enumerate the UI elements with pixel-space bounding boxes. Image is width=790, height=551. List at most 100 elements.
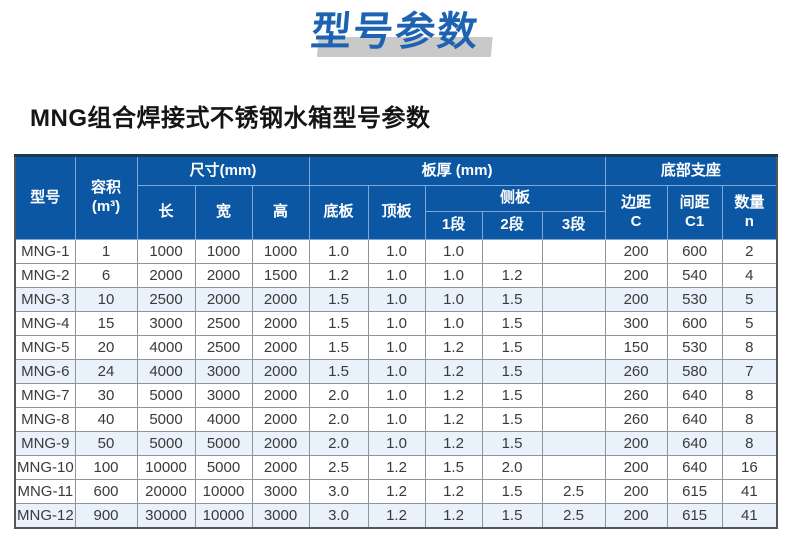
table-cell: 600: [74, 479, 138, 504]
table-cell: 640: [666, 383, 723, 408]
table-cell: 1.2: [481, 263, 543, 288]
table-cell: 1.2: [424, 431, 483, 456]
table-cell: [541, 407, 606, 432]
model-cell: MNG-4: [14, 311, 76, 336]
table-cell: 2.5: [308, 455, 369, 480]
table-cell: [541, 359, 606, 384]
table-cell: 1.5: [308, 287, 369, 312]
model-cell: MNG-8: [14, 407, 76, 432]
model-cell: MNG-9: [14, 431, 76, 456]
table-cell: 1000: [136, 239, 196, 264]
table-cell: 15: [74, 311, 138, 336]
table-cell: 150: [604, 335, 668, 360]
table-cell: 5000: [136, 383, 196, 408]
table-cell: 1.0: [424, 311, 483, 336]
table-cell: 30000: [136, 503, 196, 528]
table-cell: 640: [666, 431, 723, 456]
table-cell: 200: [604, 287, 668, 312]
table-cell: 1.5: [481, 287, 543, 312]
table-cell: 1.5: [481, 431, 543, 456]
table-cell: [541, 455, 606, 480]
model-cell: MNG-2: [14, 263, 76, 288]
table-cell: 1.2: [424, 359, 483, 384]
table-cell: 1.0: [367, 263, 426, 288]
table-cell: 1500: [251, 263, 310, 288]
table-cell: 1.0: [424, 263, 483, 288]
model-cell: MNG-10: [14, 455, 76, 480]
table-cell: 2000: [194, 263, 253, 288]
table-cell: 1.0: [367, 287, 426, 312]
header-volume-label: 容积: [90, 179, 121, 197]
table-cell: 260: [604, 383, 668, 408]
table-cell: 1.5: [308, 359, 369, 384]
table-cell: 1000: [194, 239, 253, 264]
header-edge-symbol: C: [630, 212, 642, 230]
table-cell: 100: [74, 455, 138, 480]
table-cell: 2.5: [541, 479, 606, 504]
table-cell: 1.0: [367, 431, 426, 456]
header-edge-label: 边距: [621, 193, 652, 211]
header-edge-distance: 边距 C: [604, 185, 668, 240]
table-cell: [541, 335, 606, 360]
table-cell: 2.0: [481, 455, 543, 480]
header-volume: 容积 (m³): [74, 155, 138, 240]
table-cell: 2000: [251, 311, 310, 336]
table-cell: 3000: [136, 311, 196, 336]
table-cell: 615: [666, 503, 723, 528]
table-cell: 200: [604, 503, 668, 528]
table-cell: 4000: [136, 335, 196, 360]
table-cell: 2.5: [541, 503, 606, 528]
table-cell: [541, 311, 606, 336]
table-row: MNG-9 50 5000 5000 2000 2.0 1.0 1.2 1.5 200 640 8: [14, 431, 778, 456]
table-cell: 1.5: [481, 383, 543, 408]
table-cell: 1.5: [481, 311, 543, 336]
table-cell: 20000: [136, 479, 196, 504]
table-cell: 2.0: [308, 431, 369, 456]
title-banner: 型号参数: [0, 0, 790, 58]
table-cell: 1.0: [367, 335, 426, 360]
table-cell: 20: [74, 335, 138, 360]
table-cell: 1.0: [308, 239, 369, 264]
table-cell: 4: [721, 263, 778, 288]
spec-table: 型号 容积 (m³) 尺寸(mm) 板厚 (mm) 底部支座 长 宽 高 底板 …: [14, 154, 779, 529]
table-cell: 260: [604, 359, 668, 384]
header-spacing-symbol: C1: [684, 212, 705, 230]
table-cell: 3.0: [308, 479, 369, 504]
table-cell: 3.0: [308, 503, 369, 528]
header-segment-3: 3段: [541, 211, 606, 240]
header-quantity-label: 数量: [734, 193, 765, 211]
table-cell: 8: [721, 431, 778, 456]
table-cell: 6: [74, 263, 138, 288]
table-row: MNG-10 100 10000 5000 2000 2.5 1.2 1.5 2.0 200 640…: [14, 455, 778, 480]
table-cell: 1.5: [481, 335, 543, 360]
table-cell: 1.5: [481, 359, 543, 384]
table-cell: 2500: [194, 335, 253, 360]
header-bottom-plate: 底板: [308, 185, 369, 240]
model-cell: MNG-7: [14, 383, 76, 408]
header-model: 型号: [14, 155, 76, 240]
header-width: 宽: [194, 185, 253, 240]
table-cell: 3000: [251, 479, 310, 504]
table-body: MNG-1 1 1000 1000 1000 1.0 1.0 1.0 200 600 2 MNG-2 6…: [14, 239, 778, 528]
table-cell: 1.5: [481, 479, 543, 504]
table-cell: 2000: [251, 359, 310, 384]
table-row: MNG-6 24 4000 3000 2000 1.5 1.0 1.2 1.5 260 580 7: [14, 359, 778, 384]
table-cell: 600: [666, 311, 723, 336]
table-cell: [541, 287, 606, 312]
table-cell: 1.0: [367, 359, 426, 384]
model-cell: MNG-12: [14, 503, 76, 528]
table-cell: 2000: [251, 383, 310, 408]
table-cell: 5: [721, 287, 778, 312]
table-cell: 24: [74, 359, 138, 384]
table-header: 型号 容积 (m³) 尺寸(mm) 板厚 (mm) 底部支座 长 宽 高 底板 …: [14, 155, 778, 240]
table-cell: 2: [721, 239, 778, 264]
table-cell: [481, 239, 543, 264]
table-row: MNG-7 30 5000 3000 2000 2.0 1.0 1.2 1.5 260 640 8: [14, 383, 778, 408]
table-cell: 200: [604, 431, 668, 456]
table-cell: 30: [74, 383, 138, 408]
table-cell: 1.0: [367, 407, 426, 432]
header-spacing: 间距 C1: [666, 185, 723, 240]
table-cell: 16: [721, 455, 778, 480]
table-cell: 900: [74, 503, 138, 528]
header-quantity-symbol: n: [744, 212, 754, 230]
